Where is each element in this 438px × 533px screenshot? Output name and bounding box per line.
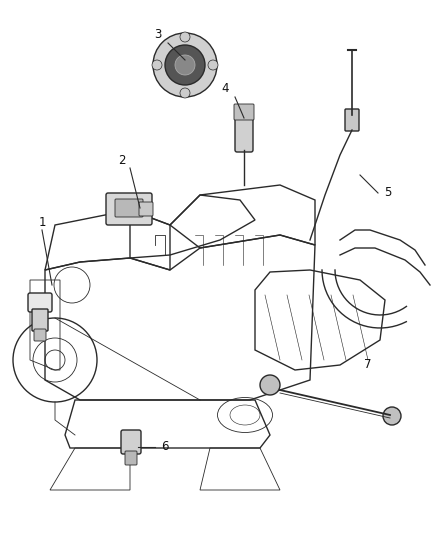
FancyBboxPatch shape <box>125 451 137 465</box>
FancyBboxPatch shape <box>235 113 253 152</box>
Circle shape <box>383 407 401 425</box>
Text: 1: 1 <box>38 215 46 229</box>
Text: 4: 4 <box>221 82 229 94</box>
FancyBboxPatch shape <box>106 193 152 225</box>
Circle shape <box>260 375 280 395</box>
FancyBboxPatch shape <box>32 309 48 331</box>
FancyBboxPatch shape <box>139 202 153 216</box>
Text: 5: 5 <box>384 187 392 199</box>
Circle shape <box>180 32 190 42</box>
Circle shape <box>152 60 162 70</box>
Circle shape <box>175 55 195 75</box>
Circle shape <box>165 45 205 85</box>
FancyBboxPatch shape <box>234 104 254 120</box>
Text: 2: 2 <box>118 154 126 166</box>
Text: 3: 3 <box>154 28 162 42</box>
Text: 6: 6 <box>161 440 169 454</box>
Circle shape <box>208 60 218 70</box>
FancyBboxPatch shape <box>115 199 143 217</box>
Circle shape <box>180 88 190 98</box>
Circle shape <box>153 33 217 97</box>
FancyBboxPatch shape <box>34 329 46 341</box>
FancyBboxPatch shape <box>345 109 359 131</box>
Text: 7: 7 <box>364 359 372 372</box>
FancyBboxPatch shape <box>121 430 141 454</box>
FancyBboxPatch shape <box>28 293 52 312</box>
